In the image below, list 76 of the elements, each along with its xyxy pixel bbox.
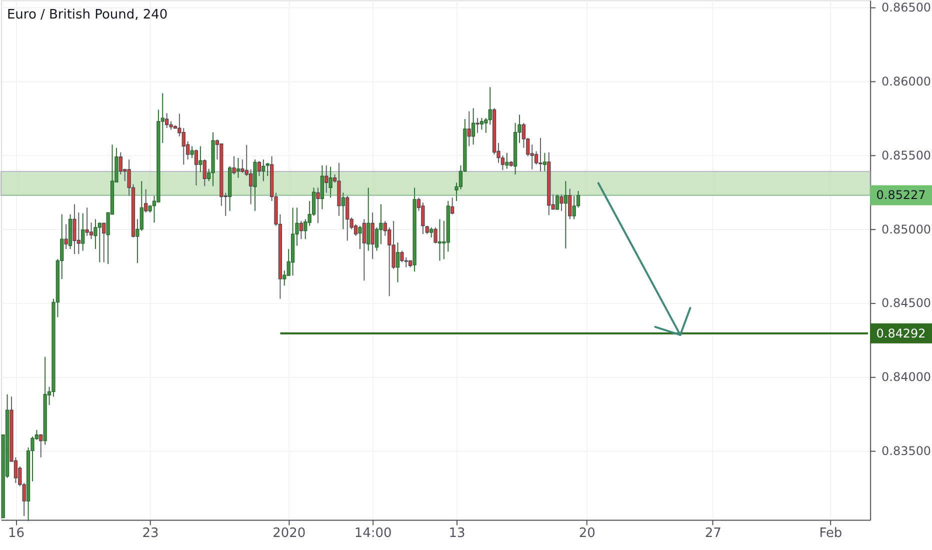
candlestick: [266, 162, 270, 177]
candlestick: [257, 160, 261, 177]
candlestick: [434, 226, 438, 244]
candlestick: [472, 108, 476, 146]
candlestick: [98, 222, 102, 263]
y-tick-label: 0.85000: [882, 222, 932, 236]
y-tick-label: 0.86000: [882, 74, 932, 89]
x-tick-label: 2020: [272, 526, 306, 542]
candlestick: [488, 86, 492, 126]
x-tick-label: Feb: [819, 526, 842, 542]
candlestick: [81, 212, 85, 252]
text: Euro / British Pound, 240: [6, 7, 168, 22]
candlestick: [262, 159, 266, 182]
candlestick: [500, 155, 505, 171]
candlestick: [480, 118, 484, 130]
candlestick: [370, 212, 374, 260]
candlestick: [538, 137, 542, 172]
candlestick: [421, 202, 425, 235]
candlestick: [190, 146, 194, 158]
candlestick: [568, 188, 572, 220]
candlestick: [362, 218, 366, 282]
candlestick: [232, 156, 236, 175]
candlestick: [346, 195, 350, 242]
candlestick: [358, 225, 362, 250]
candlestick: [564, 180, 568, 249]
candlestick: [89, 222, 94, 240]
candlestick: [572, 195, 576, 220]
candlestick: [341, 192, 345, 230]
x-tick-label: 16: [8, 526, 24, 542]
candlestick: [438, 218, 442, 262]
x-tick-label: 23: [142, 526, 159, 542]
candlestick: [534, 150, 538, 166]
candlestick: [64, 224, 68, 250]
x-tick-label: 14:00: [354, 526, 392, 542]
candlestick: [76, 212, 80, 255]
x-tick-label: 20: [578, 526, 596, 542]
candlestick: [320, 164, 324, 210]
y-tick-label: 0.84000: [882, 370, 932, 384]
series-label: 0.84292: [876, 326, 926, 340]
candlestick: [366, 187, 370, 252]
y-tick-label: 0.86500: [882, 0, 932, 15]
y-tick-label: 0.83500: [882, 444, 932, 458]
y-tick-label: 0.85500: [882, 148, 932, 162]
candlestick: [236, 157, 240, 178]
candlestick: [430, 226, 434, 238]
candlestick: [85, 207, 89, 236]
candlestick: [198, 146, 202, 173]
candlestick: [542, 152, 546, 172]
candlestick: [505, 152, 509, 170]
candlestick: [182, 128, 186, 166]
candlestick: [72, 204, 76, 255]
candlestick: [299, 220, 303, 240]
x-tick-label: 13: [448, 526, 466, 542]
candlestick: [118, 152, 122, 175]
candlestick: [249, 168, 253, 205]
y-tick-label: 0.84500: [882, 296, 932, 310]
candlestick: [328, 166, 332, 198]
candlestick: [388, 226, 392, 297]
candlestick: [144, 188, 148, 214]
ref-line-label: 0.85227: [876, 188, 926, 202]
candlestick: [202, 159, 206, 187]
candlestick: [374, 226, 379, 252]
candlestick: [39, 434, 43, 458]
candlestick: [560, 194, 564, 212]
candlestick: [240, 159, 244, 174]
candlestick: [324, 164, 328, 194]
candlestick: [555, 194, 560, 210]
x-tick-label: 27: [704, 526, 722, 542]
candlestick: [165, 112, 169, 129]
candlestick: [476, 118, 480, 134]
candlestick: [316, 187, 320, 224]
candlestick: [450, 197, 454, 215]
candlestick: [102, 222, 106, 263]
candlestick: [194, 149, 198, 186]
candlestick: [396, 242, 400, 283]
candlestick: [467, 110, 471, 147]
